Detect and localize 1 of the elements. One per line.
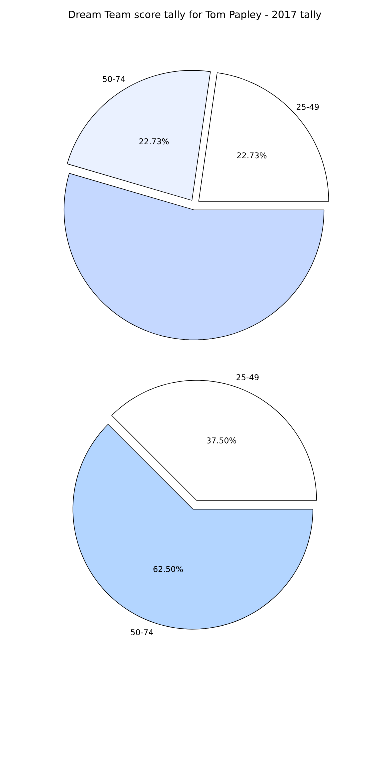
- chart-title: Dream Team score tally for Tom Papley - 2017 tally: [69, 10, 322, 20]
